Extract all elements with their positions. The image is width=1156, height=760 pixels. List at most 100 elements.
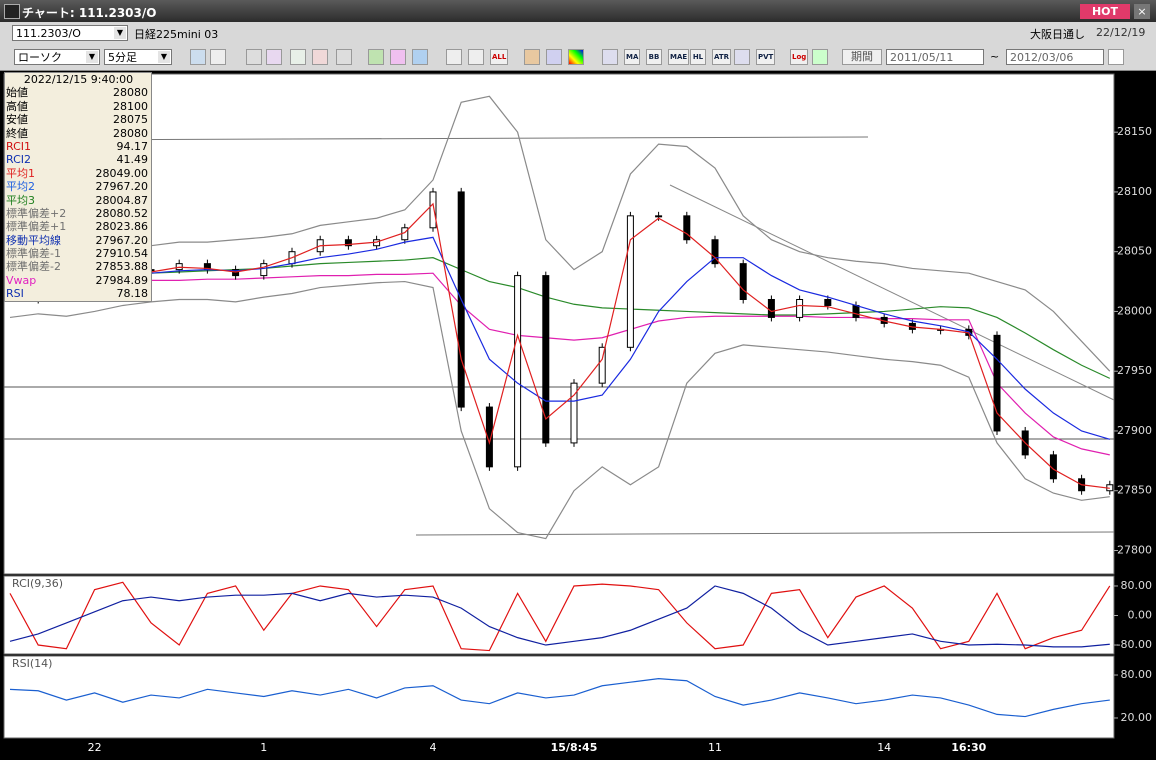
tool-icon[interactable] (812, 49, 828, 65)
series-line (9, 677, 1110, 718)
date-from[interactable]: 2011/05/11 (886, 49, 984, 65)
title-bar: チャート: 111.2303/O HOT × (0, 0, 1156, 22)
info-label: 標準偏差-1 (6, 247, 61, 261)
toolbar-button[interactable]: HL (690, 49, 706, 65)
x-tick-label: 11 (708, 741, 722, 754)
info-row: 安値 28075 (5, 113, 151, 126)
toolbar-button[interactable]: BB (646, 49, 662, 65)
series-line (9, 280, 1110, 540)
panel-background (4, 74, 1114, 574)
candle (344, 239, 352, 247)
info-label: 終値 (6, 126, 28, 140)
symbol-input[interactable]: 111.2303/O ▼ (12, 25, 128, 41)
date-to[interactable]: 2012/03/06 (1006, 49, 1104, 65)
tool-icon[interactable] (246, 49, 262, 65)
toolbar-button[interactable]: MAE (668, 49, 690, 65)
y-tick-label: 28000 (1117, 304, 1152, 317)
toolbar-button[interactable]: ALL (490, 49, 509, 65)
checkbox[interactable] (1108, 49, 1124, 65)
market: 大阪日通し (1030, 28, 1085, 41)
info-label: RCI1 (6, 139, 32, 153)
chart-kind: ローソク (18, 51, 62, 64)
date-from-text: 2011/05/11 (890, 51, 954, 64)
info-label: 標準偏差+2 (6, 206, 67, 220)
tool-icon[interactable] (412, 49, 428, 65)
chart-kind-select[interactable]: ローソク ▼ (14, 49, 100, 65)
window-title: チャート: 111.2303/O (22, 6, 157, 20)
info-row: Vwap 27984.89 (5, 274, 151, 287)
tool-icon[interactable] (524, 49, 540, 65)
tool-icon[interactable] (210, 49, 226, 65)
info-value: 27967.20 (95, 233, 149, 247)
period-button[interactable]: 期間 (842, 49, 882, 65)
y-tick-label: 27850 (1117, 484, 1152, 497)
tool-icon[interactable] (368, 49, 384, 65)
candle (429, 191, 437, 229)
toolbar-button[interactable]: MA (624, 49, 641, 65)
candle (796, 298, 804, 318)
info-row: 平均3 28004.87 (5, 194, 151, 207)
symbol: 111.2303/O (16, 27, 81, 40)
x-tick-label: 14 (877, 741, 891, 754)
tool-icon[interactable] (468, 49, 484, 65)
trend-line (669, 184, 1115, 401)
y-tick-label: -80.00 (1117, 638, 1152, 651)
candle (824, 298, 832, 306)
y-tick-label: 20.00 (1121, 711, 1153, 724)
tool-icon[interactable] (190, 49, 206, 65)
tool-icon[interactable] (602, 49, 618, 65)
y-tick-label: 28050 (1117, 245, 1152, 258)
info-value: 28080.52 (95, 206, 149, 220)
info-row: 標準偏差+1 28023.86 (5, 220, 151, 233)
info-value: 27853.88 (95, 260, 149, 274)
tool-icon[interactable] (266, 49, 282, 65)
info-value: 28004.87 (95, 193, 149, 207)
interval-select[interactable]: 5分足 ▼ (104, 49, 172, 65)
info-value: 28100 (113, 99, 148, 113)
info-value: 27984.89 (95, 273, 149, 287)
close-button[interactable]: × (1134, 4, 1150, 19)
dropdown-arrow: ▼ (114, 27, 126, 39)
series-line (9, 257, 1111, 379)
series-line (9, 585, 1110, 648)
tool-icon[interactable] (290, 49, 306, 65)
tool-icon[interactable] (312, 49, 328, 65)
toolbar-button[interactable]: PVT (756, 49, 776, 65)
tool-icon[interactable] (336, 49, 352, 65)
y-tick-label: 27950 (1117, 364, 1152, 377)
info-label: 平均1 (6, 166, 35, 180)
tool-icon[interactable] (390, 49, 406, 65)
info-row: 標準偏差+2 28080.52 (5, 207, 151, 220)
info-row: 移動平均線 27967.20 (5, 234, 151, 247)
info-row: RCI2 41.49 (5, 153, 151, 166)
info-value: 27910.54 (95, 247, 149, 261)
info-label: RSI (6, 287, 24, 301)
info-value: 94.17 (116, 139, 149, 153)
tool-icon[interactable] (568, 49, 584, 65)
toolbar-button[interactable]: ATR (712, 49, 732, 65)
info-row: RCI1 94.17 (5, 140, 151, 153)
toolbar-button[interactable]: Log (790, 49, 809, 65)
candle (655, 215, 663, 218)
candle (514, 275, 522, 468)
info-row: 平均2 27967.20 (5, 180, 151, 193)
info-value: 78.18 (116, 287, 149, 301)
interval: 5分足 (108, 51, 137, 64)
candle (626, 215, 634, 348)
current-date: 22/12/19 (1096, 26, 1146, 39)
candle (542, 275, 550, 444)
tool-icon[interactable] (446, 49, 462, 65)
info-value: 28049.00 (95, 166, 149, 180)
info-value: 28023.86 (95, 220, 149, 234)
candle (598, 346, 606, 384)
main-panel (3, 73, 1115, 575)
candle (485, 406, 493, 468)
series-line (9, 236, 1110, 440)
tool-icon[interactable] (734, 49, 750, 65)
tool-icon[interactable] (546, 49, 562, 65)
candle (711, 239, 719, 265)
hot-badge[interactable]: HOT (1080, 4, 1130, 19)
chart: RCI(9,36) RSI(14) 27800 27850 27900 27950 28… (3, 73, 1153, 754)
dropdown-arrow: ▼ (86, 51, 98, 63)
